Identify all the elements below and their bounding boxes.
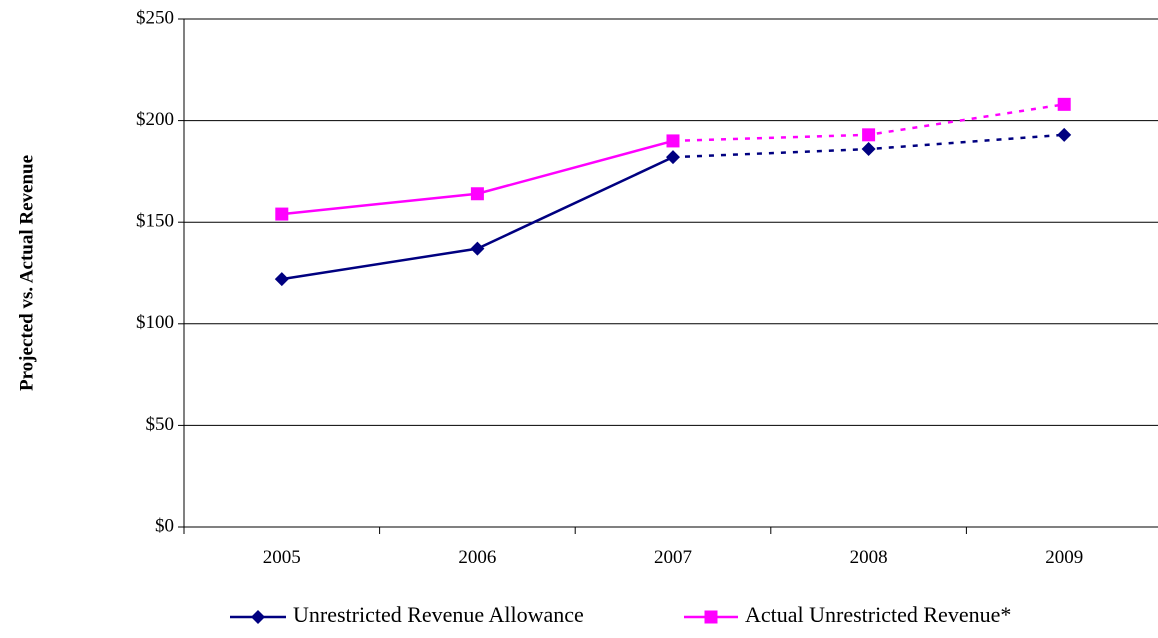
y-tick-label: $100 bbox=[136, 312, 174, 333]
x-tick-label: 2008 bbox=[850, 547, 888, 568]
y-tick-label: $50 bbox=[146, 414, 175, 435]
series-line-solid bbox=[281, 156, 674, 281]
data-point bbox=[470, 187, 484, 201]
legend-item: Unrestricted Revenue Allowance bbox=[230, 602, 584, 627]
x-tick-label: 2007 bbox=[654, 547, 692, 568]
legend: Unrestricted Revenue Allowance Actual Unr… bbox=[230, 602, 1011, 627]
x-tick-label: 2009 bbox=[1045, 547, 1083, 568]
x-tick-label: 2006 bbox=[458, 547, 496, 568]
y-tick-label: $200 bbox=[136, 109, 174, 130]
y-axis-title: Projected vs. Actual Revenue bbox=[16, 155, 37, 391]
series-1 bbox=[274, 127, 1072, 287]
legend-marker bbox=[704, 610, 718, 624]
series-group bbox=[274, 97, 1072, 287]
data-point bbox=[1057, 127, 1072, 142]
data-point bbox=[274, 272, 289, 287]
data-point bbox=[862, 128, 876, 142]
series-2 bbox=[275, 97, 1071, 221]
data-point bbox=[275, 207, 289, 221]
gridlines bbox=[184, 18, 1158, 426]
legend-marker bbox=[251, 610, 265, 624]
y-tick-label: $250 bbox=[136, 7, 174, 28]
data-point bbox=[861, 142, 876, 157]
legend-item: Actual Unrestricted Revenue* bbox=[684, 602, 1011, 627]
data-point bbox=[666, 134, 680, 148]
x-tick-label: 2005 bbox=[263, 547, 301, 568]
legend-label: Actual Unrestricted Revenue* bbox=[745, 602, 1011, 627]
legend-label: Unrestricted Revenue Allowance bbox=[293, 602, 584, 627]
y-tick-label: $150 bbox=[136, 211, 174, 232]
series-line-solid bbox=[281, 139, 674, 216]
data-point bbox=[470, 241, 485, 256]
axes: $0 $50 $100 $150 $200 $250 2005 2006 2007 2008 200… bbox=[136, 7, 1158, 568]
data-point bbox=[666, 150, 680, 165]
y-tick-label: $0 bbox=[155, 515, 174, 536]
data-point bbox=[1057, 97, 1071, 111]
